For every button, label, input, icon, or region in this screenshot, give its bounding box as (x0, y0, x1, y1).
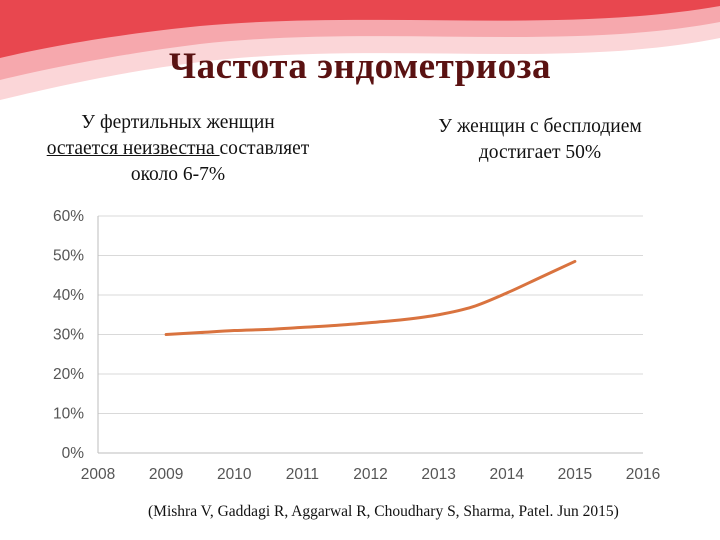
y-tick-label: 30% (53, 327, 84, 344)
y-tick-label: 0% (62, 445, 85, 462)
x-tick-label: 2014 (490, 466, 525, 483)
note-right-line1: У женщин с бесплодием (438, 116, 642, 137)
series-line (164, 259, 577, 336)
y-tick-label: 50% (53, 248, 84, 265)
infertile-women-note: У женщин с бесплодием достигает 50% (380, 114, 700, 166)
header-swoosh-decoration (0, 0, 720, 100)
endometriosis-frequency-chart: 0% 10% 20% 30% 40% 50% 60% 2008 2009 2010 2011 201… (53, 208, 660, 483)
y-tick-label: 20% (53, 366, 84, 383)
x-tick-label: 2015 (558, 466, 592, 483)
y-tick-label: 10% (53, 406, 84, 423)
x-tick-label: 2011 (286, 466, 319, 483)
fertile-women-note: У фертильных женщин остается неизвестна … (8, 110, 348, 188)
y-tick-label: 60% (53, 208, 84, 225)
swoosh-dark-band (0, 0, 720, 58)
x-tick-label: 2013 (421, 466, 455, 483)
x-tick-label: 2008 (81, 466, 115, 483)
note-left-underlined: остается неизвестна (46, 138, 220, 159)
slide-title: Частота эндометриоза (169, 46, 551, 87)
note-right-line2: достигает 50% (478, 142, 602, 163)
y-tick-label: 40% (53, 287, 84, 304)
x-tick-label: 2009 (149, 466, 183, 483)
note-left-line2-rest: составляет (219, 138, 310, 159)
x-tick-label: 2012 (353, 466, 387, 483)
x-axis-ticks: 2008 2009 2010 2011 2012 2013 2014 2015 2016 (81, 466, 660, 483)
citation: (Mishra V, Gaddagi R, Aggarwal R, Choudh… (148, 503, 619, 520)
x-tick-label: 2016 (626, 466, 660, 483)
note-left-line2: остается неизвестна составляет (8, 136, 348, 162)
note-left-line3: около 6-7% (130, 164, 226, 185)
note-left-line1: У фертильных женщин (81, 112, 275, 133)
x-tick-label: 2010 (217, 466, 252, 483)
y-axis-ticks: 0% 10% 20% 30% 40% 50% 60% (53, 208, 84, 462)
